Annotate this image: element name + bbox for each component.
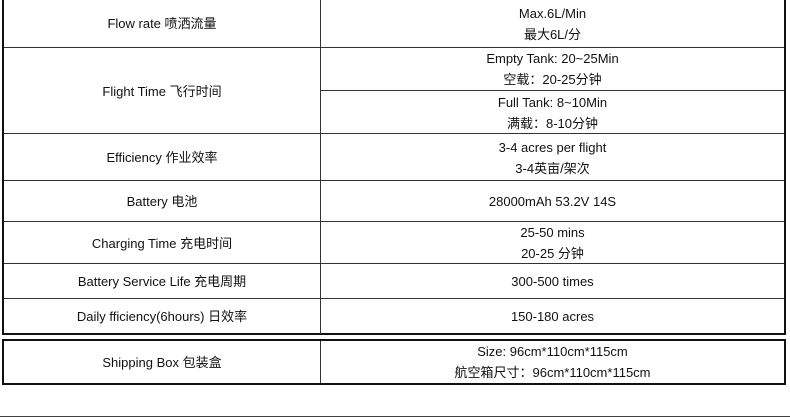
row-value: Empty Tank: 20~25Min 空载：20-25分钟 Full Tank… xyxy=(321,48,784,134)
table-row-efficiency: Efficiency 作业效率 3-4 acres per flight 3-4英… xyxy=(4,133,784,181)
row-label: Efficiency 作业效率 xyxy=(4,134,321,181)
row-label: Flow rate 喷洒流量 xyxy=(4,0,321,47)
table-row-charging-time: Charging Time 充电时间 25-50 mins 20-25 分钟 xyxy=(4,221,784,264)
label-text: Flight Time 飞行时间 xyxy=(102,83,222,99)
table-row-shipping-box: Shipping Box 包装盒 Size: 96cm*110cm*115cm 航… xyxy=(4,341,784,383)
table-row-battery: Battery 电池 28000mAh 53.2V 14S xyxy=(4,180,784,222)
label-text: Shipping Box 包装盒 xyxy=(102,354,222,370)
value-line: Size: 96cm*110cm*115cm xyxy=(477,344,628,359)
value-line: 满载：8-10分钟 xyxy=(506,115,599,131)
value-line: Full Tank: 8~10Min xyxy=(497,94,608,110)
value-line: 3-4 acres per flight xyxy=(498,139,607,155)
value-line: 空载：20-25分钟 xyxy=(503,72,602,87)
value-line: 150-180 acres xyxy=(510,309,595,324)
label-text: Efficiency 作业效率 xyxy=(106,150,218,165)
value-line: 300-500 times xyxy=(511,274,594,289)
divider xyxy=(0,416,790,417)
value-line: 20-25 分钟 xyxy=(521,246,584,261)
value-line: 航空箱尺寸：96cm*110cm*115cm xyxy=(454,365,651,380)
table-row-flow-rate: Flow rate 喷洒流量 Max.6L/Min 最大6L/分 xyxy=(4,0,784,47)
value-line: Max.6L/Min xyxy=(518,5,587,21)
row-value: 28000mAh 53.2V 14S xyxy=(321,181,784,222)
row-value: Max.6L/Min 最大6L/分 xyxy=(321,0,784,47)
value-line: Empty Tank: 20~25Min xyxy=(486,51,619,66)
spec-table: Flow rate 喷洒流量 Max.6L/Min 最大6L/分 Flight T… xyxy=(2,0,786,335)
value-line: 3-4英亩/架次 xyxy=(515,160,590,176)
row-label: Shipping Box 包装盒 xyxy=(4,341,321,383)
full-tank-value: Full Tank: 8~10Min 满载：8-10分钟 xyxy=(321,90,784,134)
table-row-battery-service-life: Battery Service Life 充电周期 300-500 times xyxy=(4,263,784,299)
value-line: 28000mAh 53.2V 14S xyxy=(488,194,617,209)
table-row-flight-time: Flight Time 飞行时间 Empty Tank: 20~25Min 空载：… xyxy=(4,47,784,134)
row-label: Daily fficiency(6hours) 日效率 xyxy=(4,299,321,334)
row-value: 150-180 acres xyxy=(321,299,784,334)
row-value: Size: 96cm*110cm*115cm 航空箱尺寸：96cm*110cm*1… xyxy=(321,341,784,383)
row-value: 25-50 mins 20-25 分钟 xyxy=(321,222,784,264)
row-value: 3-4 acres per flight 3-4英亩/架次 xyxy=(321,134,784,181)
label-text: Battery Service Life 充电周期 xyxy=(77,274,247,289)
label-text: Daily fficiency(6hours) 日效率 xyxy=(76,309,248,324)
empty-tank-value: Empty Tank: 20~25Min 空载：20-25分钟 xyxy=(321,48,784,90)
table-row-daily-efficiency: Daily fficiency(6hours) 日效率 150-180 acre… xyxy=(4,298,784,334)
shipping-table: Shipping Box 包装盒 Size: 96cm*110cm*115cm 航… xyxy=(2,339,786,385)
value-line: 最大6L/分 xyxy=(523,26,582,42)
label-text: Charging Time 充电时间 xyxy=(91,235,233,251)
row-label: Charging Time 充电时间 xyxy=(4,222,321,264)
label-text: Flow rate 喷洒流量 xyxy=(107,16,217,31)
row-label: Battery 电池 xyxy=(4,181,321,222)
label-text: Battery 电池 xyxy=(126,194,198,209)
row-label: Flight Time 飞行时间 xyxy=(4,48,321,134)
row-value: 300-500 times xyxy=(321,264,784,299)
value-line: 25-50 mins xyxy=(520,225,585,240)
row-label: Battery Service Life 充电周期 xyxy=(4,264,321,299)
